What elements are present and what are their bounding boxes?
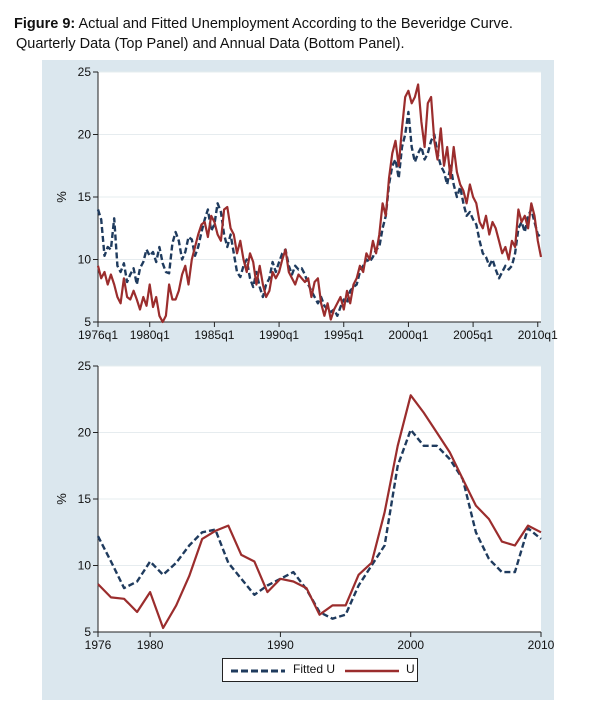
series-line-u <box>96 83 543 324</box>
x-tick-label: 2010 <box>528 638 555 652</box>
x-tick-label: 1976 <box>85 638 112 652</box>
y-tick-label: 5 <box>84 625 91 639</box>
x-tick-label: 1976q1 <box>78 328 118 342</box>
x-tick-label: 2000q1 <box>388 328 428 342</box>
series-line-u <box>97 394 542 630</box>
y-tick-label: 20 <box>78 426 92 440</box>
legend-label-actual: U <box>406 662 415 676</box>
x-tick-label: 2005q1 <box>453 328 493 342</box>
x-tick-label: 1980 <box>137 638 164 652</box>
y-tick-label: 10 <box>78 253 92 267</box>
y-tick-label: 25 <box>78 65 92 79</box>
caption-line-1: Figure 9: Actual and Fitted Unemployment… <box>14 14 584 34</box>
y-tick-label: 10 <box>78 559 92 573</box>
y-tick-label: 15 <box>78 190 92 204</box>
chart-panel-2: 5 10 15 20 25 1976 1980 1990 2000 2010% <box>54 359 555 652</box>
y-tick-label: 15 <box>78 492 92 506</box>
y-tick-label: 20 <box>78 128 92 142</box>
y-axis-title: % <box>54 493 69 505</box>
series-line-fitted-u <box>96 110 542 317</box>
legend: Fitted U U <box>222 658 418 682</box>
y-axis-title: % <box>54 191 69 203</box>
legend-swatches <box>231 669 399 673</box>
y-tick-label: 25 <box>78 359 92 373</box>
y-tick-label: 5 <box>84 315 91 329</box>
series-line-fitted-u <box>96 428 542 620</box>
x-tick-label: 1990 <box>267 638 294 652</box>
x-tick-label: 1985q1 <box>194 328 234 342</box>
x-tick-label: 1980q1 <box>130 328 170 342</box>
caption-line-2: Quarterly Data (Top Panel) and Annual Da… <box>16 36 405 52</box>
x-tick-label: 2010q1 <box>518 328 558 342</box>
figure-label: Figure 9: <box>14 16 76 32</box>
x-tick-label: 2000 <box>397 638 424 652</box>
chart-panel-1: 5 10 15 20 25 1976q1 1980q1 1985q1 1990q1 1995q1 2… <box>54 65 558 342</box>
x-tick-label: 1990q1 <box>259 328 299 342</box>
figure-caption: Figure 9: Actual and Fitted Unemployment… <box>14 14 584 54</box>
legend-label-fitted: Fitted U <box>293 662 336 676</box>
caption-title: Actual and Fitted Unemployment According… <box>75 16 513 32</box>
x-tick-label: 1995q1 <box>324 328 364 342</box>
